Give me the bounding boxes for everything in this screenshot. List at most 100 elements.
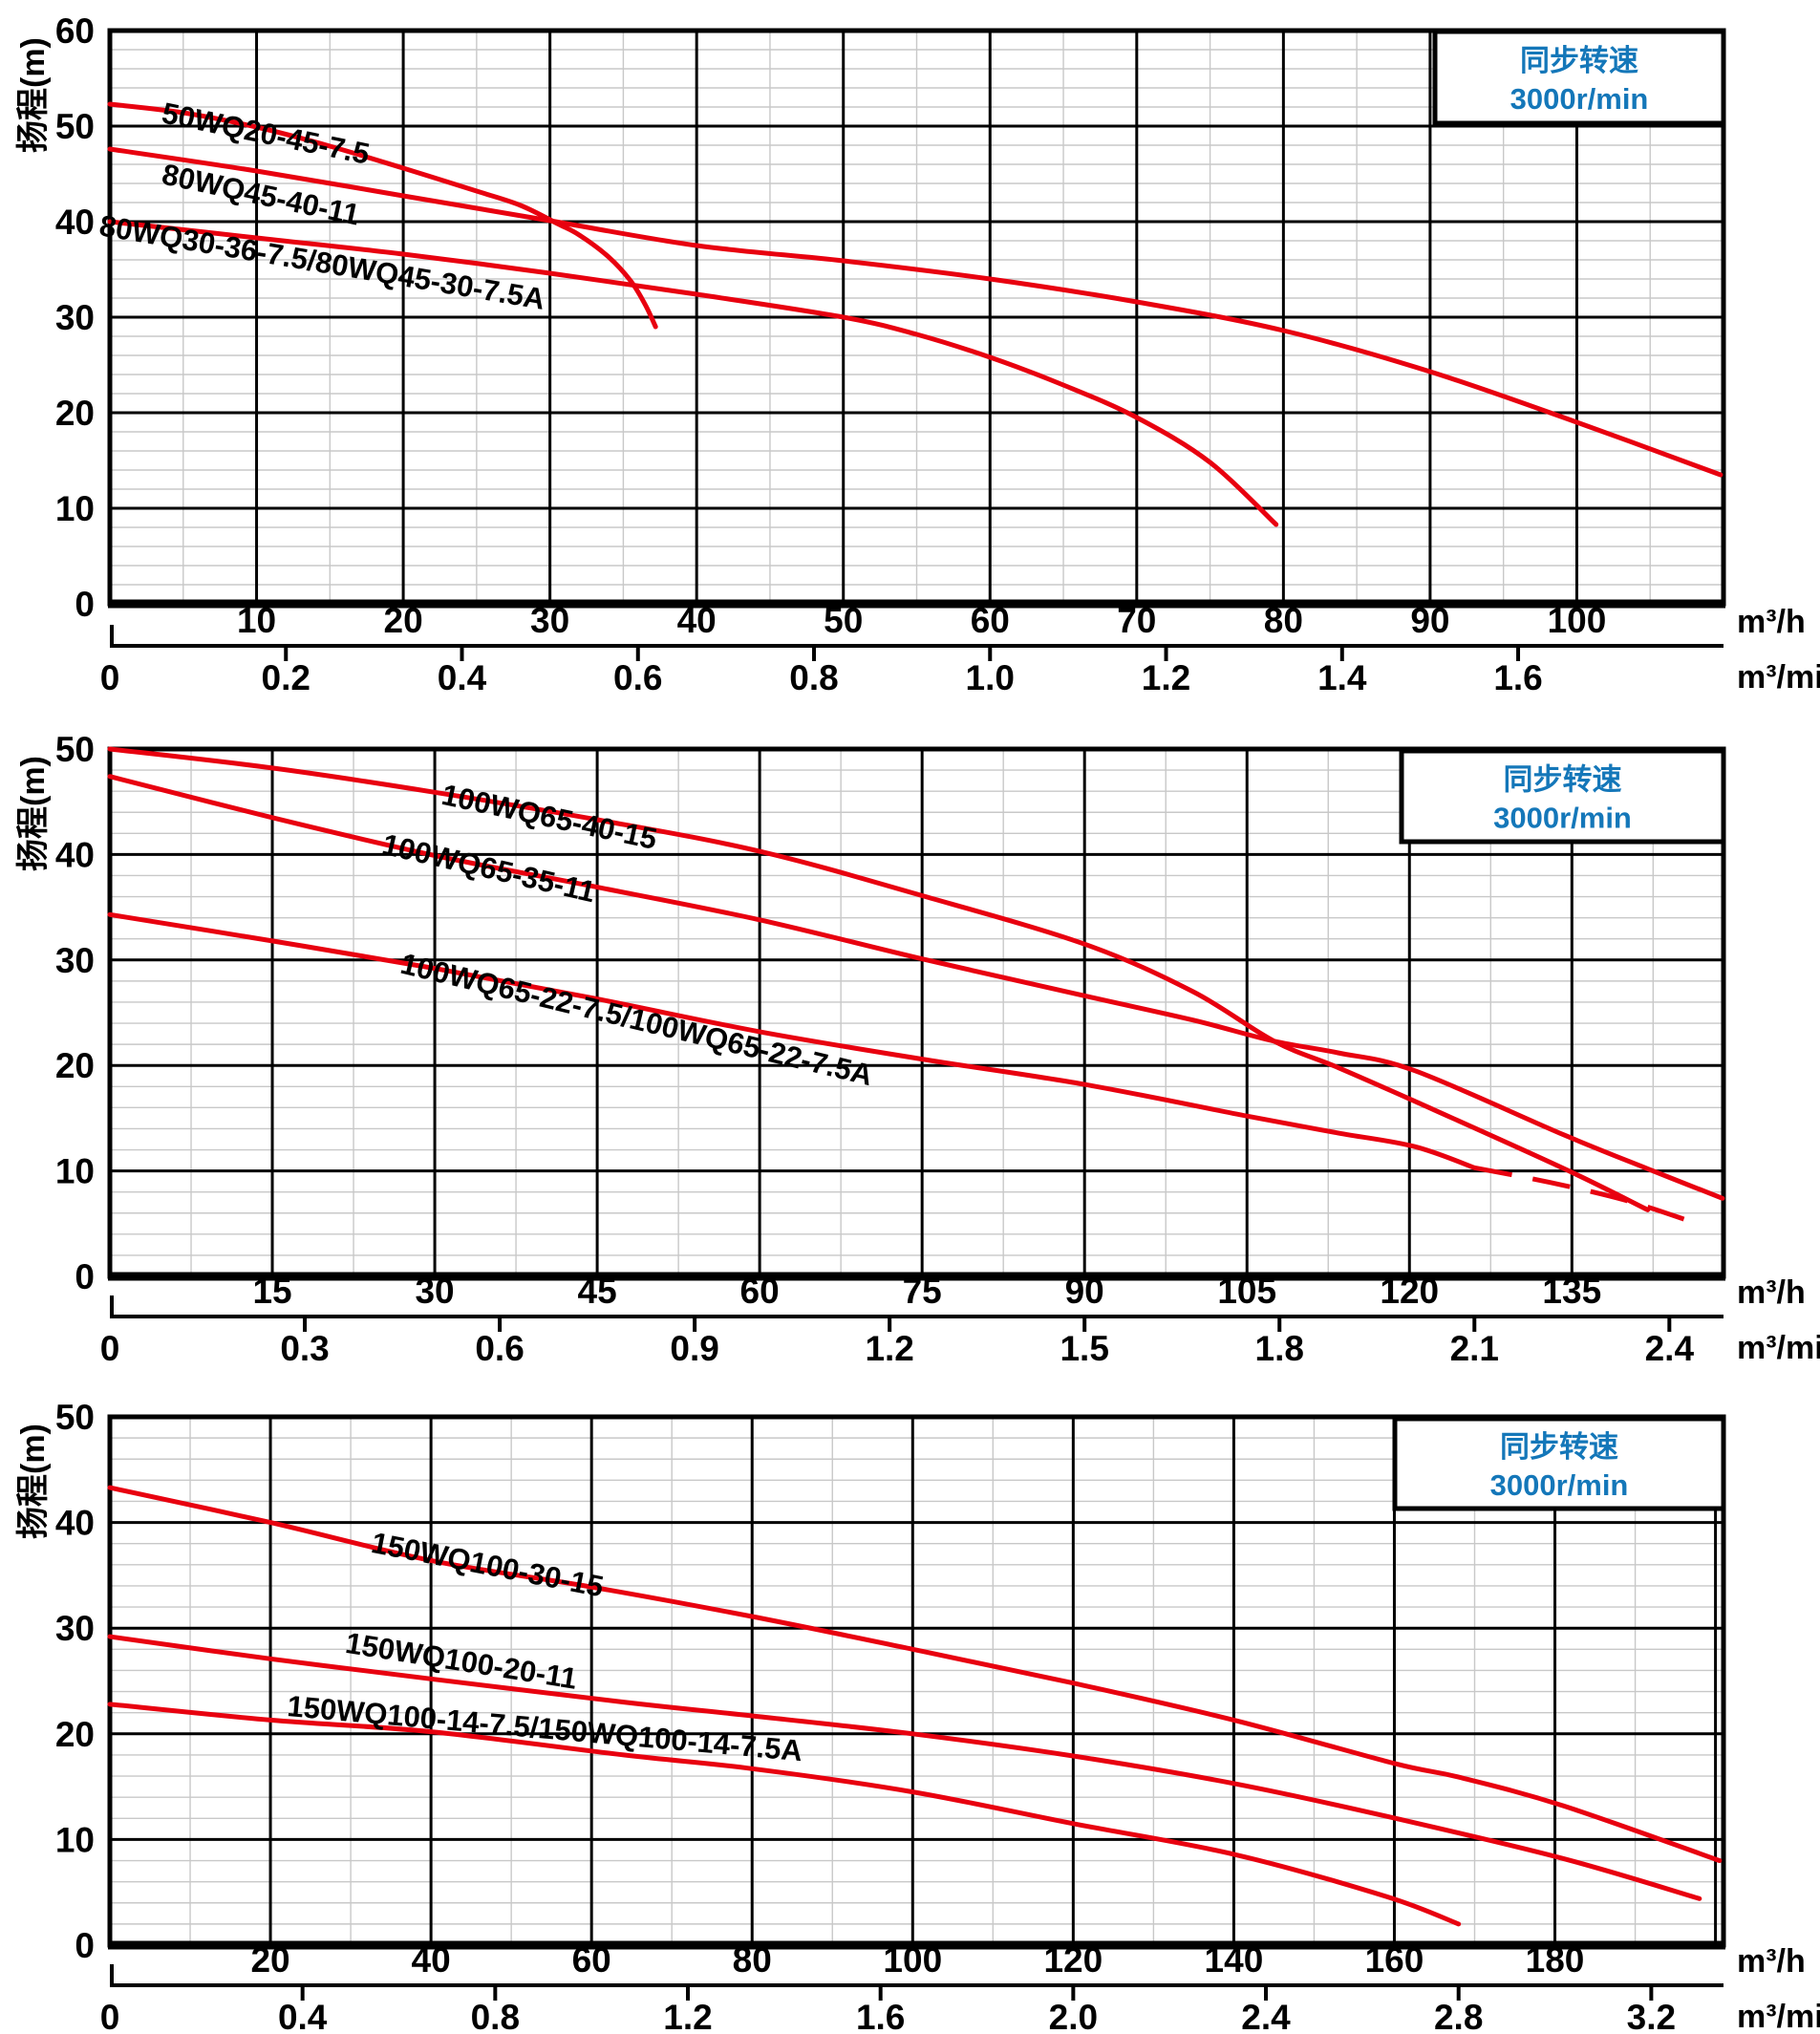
curve-label: 150WQ100-20-11 bbox=[343, 1626, 579, 1696]
x-tick-label: 20 bbox=[250, 1940, 289, 1980]
y-tick-label: 10 bbox=[55, 489, 95, 528]
legend-speed-title: 同步转速 bbox=[1500, 1430, 1618, 1464]
y-tick-label: 0 bbox=[75, 585, 95, 624]
y-tick-label: 60 bbox=[55, 11, 95, 51]
x2-tick-label: 0.8 bbox=[789, 658, 838, 697]
pump-curve-150WQ100-30-15 bbox=[107, 1485, 1723, 1863]
x-tick-label: 120 bbox=[1043, 1940, 1103, 1980]
x-tick-label: 75 bbox=[903, 1272, 942, 1311]
x-tick-label: 40 bbox=[412, 1940, 451, 1980]
x-tick-label: 80 bbox=[1264, 601, 1303, 640]
unit-label-m3h: m³/h bbox=[1737, 1274, 1806, 1311]
y-tick-label: 0 bbox=[75, 1257, 95, 1296]
x-tick-label: 60 bbox=[572, 1940, 611, 1980]
y-tick-label: 40 bbox=[55, 203, 95, 242]
x-tick-label: 135 bbox=[1542, 1272, 1601, 1311]
pump-curve-150WQ100-14-7.5/150WQ100-14-7.5A bbox=[107, 1702, 1462, 1927]
y-axis-title: 扬程(m) bbox=[15, 37, 52, 153]
pump-curve-150WQ100-20-11 bbox=[107, 1634, 1702, 1901]
legend-speed-title: 同步转速 bbox=[1504, 763, 1622, 797]
legend-speed-value: 3000r/min bbox=[1493, 802, 1632, 835]
x2-tick-label: 1.2 bbox=[663, 1998, 712, 2034]
chart-50wq-80wq: 同步转速3000r/min50WQ20-45-7.580WQ45-40-1180… bbox=[15, 11, 1820, 697]
legend-speed-value: 3000r/min bbox=[1490, 1468, 1629, 1502]
x2-tick-label: 1.4 bbox=[1317, 658, 1367, 697]
pump-curve-50WQ20-45-7.5 bbox=[107, 101, 658, 330]
x-tick-label: 100 bbox=[1548, 601, 1607, 640]
x2-tick-label: 0.6 bbox=[613, 658, 662, 697]
x2-tick-label: 2.0 bbox=[1049, 1998, 1098, 2034]
unit-label-m3h: m³/h bbox=[1737, 604, 1806, 640]
chart-100wq: 同步转速3000r/min100WQ65-40-15100WQ65-35-111… bbox=[15, 730, 1820, 1368]
x-tick-label: 90 bbox=[1410, 601, 1449, 640]
x-tick-label: 80 bbox=[733, 1940, 772, 1980]
x2-tick-label: 0.9 bbox=[670, 1329, 718, 1368]
x2-tick-label: 1.2 bbox=[865, 1329, 913, 1368]
unit-label-m3min: m³/min bbox=[1737, 1999, 1820, 2034]
y-tick-label: 30 bbox=[55, 941, 95, 980]
y-tick-label: 20 bbox=[55, 1715, 95, 1754]
x-tick-label: 105 bbox=[1217, 1272, 1276, 1311]
x2-tick-label: 0.6 bbox=[475, 1329, 524, 1368]
legend-box bbox=[1392, 1416, 1726, 1511]
x-tick-label: 50 bbox=[824, 601, 863, 640]
pump-curve-80WQ45-40-11 bbox=[107, 146, 1724, 478]
y-tick-label: 0 bbox=[75, 1926, 95, 1965]
x2-tick-label: 1.6 bbox=[856, 1998, 905, 2034]
x-tick-label: 180 bbox=[1526, 1940, 1585, 1980]
x-tick-label: 120 bbox=[1380, 1272, 1439, 1311]
x2-tick-label: 0.8 bbox=[471, 1998, 520, 2034]
y-tick-label: 20 bbox=[55, 394, 95, 433]
x-tick-label: 90 bbox=[1065, 1272, 1104, 1311]
x-tick-label: 60 bbox=[740, 1272, 780, 1311]
x2-tick-label: 0.4 bbox=[438, 658, 487, 697]
legend-speed-title: 同步转速 bbox=[1520, 44, 1638, 77]
x2-tick-label: 0 bbox=[100, 1998, 120, 2034]
curve-label: 150WQ100-30-15 bbox=[369, 1526, 607, 1603]
unit-label-m3min: m³/min bbox=[1737, 659, 1820, 696]
pump-curve-100WQ65-22-7.5/100WQ65-22-7.5A bbox=[107, 911, 1477, 1170]
x2-tick-label: 2.4 bbox=[1645, 1329, 1695, 1368]
x2-tick-label: 2.1 bbox=[1450, 1329, 1499, 1368]
y-axis-title: 扬程(m) bbox=[15, 756, 52, 871]
x2-tick-label: 1.0 bbox=[966, 658, 1015, 697]
x-tick-label: 30 bbox=[415, 1272, 454, 1311]
chart-150wq: 同步转速 3000r/min 150WQ100-30-15 150WQ100-20-1… bbox=[15, 1398, 1820, 2034]
x2-tick-label: 0.3 bbox=[280, 1329, 329, 1368]
x-tick-label: 160 bbox=[1365, 1940, 1424, 1980]
y-axis-title: 扬程(m) bbox=[15, 1424, 52, 1539]
x2-tick-label: 0 bbox=[100, 1329, 120, 1368]
legend-speed-value: 3000r/min bbox=[1510, 82, 1649, 116]
pump-curve-100WQ65-35-11 bbox=[107, 774, 1725, 1201]
x-tick-label: 140 bbox=[1205, 1940, 1264, 1980]
pump-curve-dashed-100WQ65-22-7.5/100WQ65-22-7.5A bbox=[1473, 1165, 1692, 1224]
x-tick-label: 20 bbox=[384, 601, 423, 640]
x2-tick-label: 1.5 bbox=[1060, 1329, 1108, 1368]
curve-label: 100WQ65-40-15 bbox=[439, 778, 659, 856]
x-tick-label: 30 bbox=[530, 601, 569, 640]
legend-box bbox=[1399, 748, 1726, 845]
unit-label-m3h: m³/h bbox=[1737, 1943, 1806, 1980]
y-tick-label: 50 bbox=[55, 1398, 95, 1437]
x2-tick-label: 1.2 bbox=[1142, 658, 1190, 697]
x2-tick-label: 3.2 bbox=[1627, 1998, 1676, 2034]
x2-tick-label: 0 bbox=[100, 658, 120, 697]
y-tick-label: 10 bbox=[55, 1820, 95, 1859]
x-tick-label: 70 bbox=[1117, 601, 1156, 640]
x2-tick-label: 1.8 bbox=[1255, 1329, 1304, 1368]
x2-tick-label: 0.4 bbox=[278, 1998, 328, 2034]
unit-label-m3min: m³/min bbox=[1737, 1330, 1820, 1366]
y-tick-label: 10 bbox=[55, 1152, 95, 1191]
y-tick-label: 20 bbox=[55, 1046, 95, 1085]
x2-tick-label: 1.6 bbox=[1493, 658, 1542, 697]
legend-box bbox=[1432, 29, 1726, 126]
x2-tick-label: 2.4 bbox=[1241, 1998, 1291, 2034]
y-tick-label: 40 bbox=[55, 1504, 95, 1543]
x-tick-label: 60 bbox=[971, 601, 1010, 640]
pump-curve-80WQ30-36-7.5/80WQ45-30-7.5A bbox=[107, 219, 1279, 527]
grid-major bbox=[110, 31, 1724, 604]
y-tick-label: 30 bbox=[55, 1609, 95, 1648]
x-tick-label: 10 bbox=[237, 601, 276, 640]
